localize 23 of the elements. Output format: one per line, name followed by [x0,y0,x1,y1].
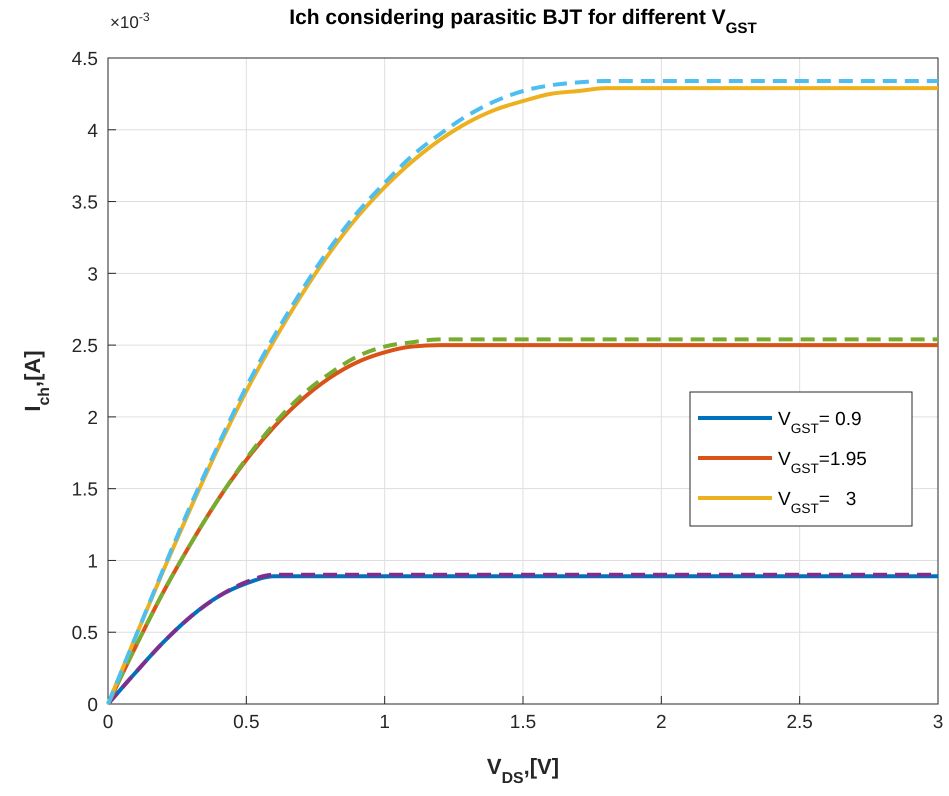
x-tick-label: 2 [656,712,667,733]
y-tick-label: 0.5 [72,623,98,644]
y-tick-label: 1.5 [72,480,98,501]
x-axis-title: V$_{DS}$,[V] [486,754,560,786]
x-tick-label: 1.5 [510,712,536,733]
y-tick-label: 4.5 [72,49,98,70]
legend-label: V$_{GST}$= 3 [778,489,856,516]
text: ×10$^{-3}$ [110,10,150,32]
x-tick-label: 0.5 [233,712,260,733]
x-tick-label: 3 [932,712,944,733]
legend-label: V$_{GST}$= 0.9 [778,409,862,436]
x-tick-label: 0 [102,712,114,733]
y-tick-label: 4 [87,120,98,142]
chart-title: Ich considering parasitic BJT for different V$_{GST}$ [289,6,758,36]
y-tick-label: 3 [87,264,98,286]
x-tick-label: 1 [379,712,390,733]
legend-label: V$_{GST}$=1.95 [778,449,867,476]
y-tick-label: 0 [87,695,98,716]
y-tick-label: 2 [87,408,98,429]
y-tick-label: 2.5 [72,336,98,358]
x-tick-label: 2.5 [786,712,813,733]
y-tick-label: 1 [87,551,98,572]
y-tick-label: 3.5 [72,192,98,214]
